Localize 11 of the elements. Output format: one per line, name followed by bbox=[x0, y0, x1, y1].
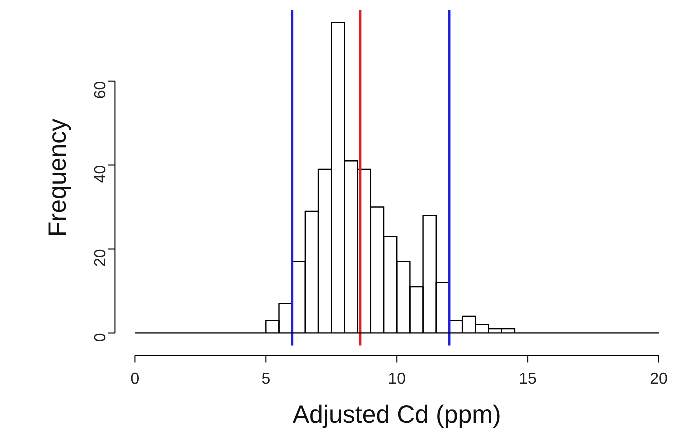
x-tick-label: 10 bbox=[388, 370, 406, 388]
x-tick-label: 0 bbox=[130, 370, 140, 388]
x-tick-label: 5 bbox=[262, 370, 271, 388]
y-tick-label: 40 bbox=[92, 165, 110, 184]
y-tick-label: 60 bbox=[92, 81, 110, 100]
y-tick-label: 20 bbox=[92, 249, 110, 268]
y-axis-title: Frequency bbox=[44, 118, 72, 237]
x-tick-label: 15 bbox=[519, 370, 538, 388]
x-tick-label: 20 bbox=[650, 370, 668, 388]
x-axis-title: Adjusted Cd (ppm) bbox=[292, 400, 502, 429]
y-tick-label: 0 bbox=[92, 333, 110, 342]
